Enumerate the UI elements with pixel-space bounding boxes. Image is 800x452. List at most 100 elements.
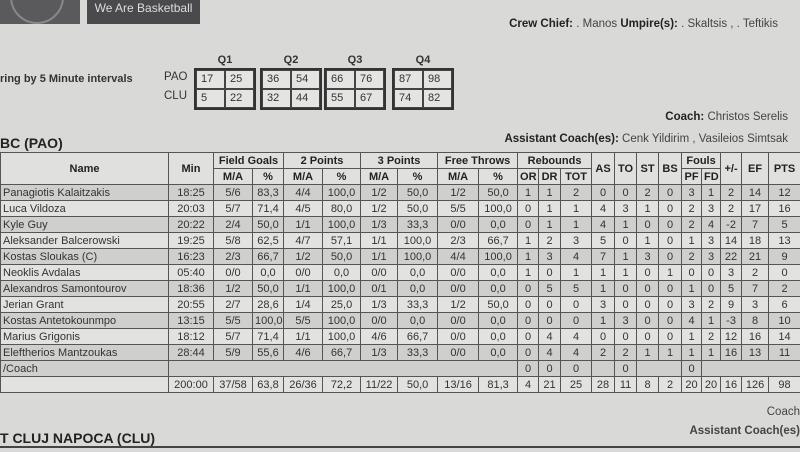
stat-cell: 20:55: [169, 297, 214, 313]
stat-cell: 50,0: [323, 249, 361, 265]
stat-cell: 0,0: [479, 265, 518, 281]
col-name: Name: [1, 153, 169, 185]
stat-cell: 1: [682, 233, 702, 249]
stat-cell: 0,0: [479, 329, 518, 345]
col-3p-pct: %: [398, 169, 438, 185]
stat-cell: 1: [561, 217, 592, 233]
player-name: Panagiotis Kalaitzakis: [1, 185, 169, 201]
stat-cell: 33,3: [398, 217, 438, 233]
stat-cell: 0/0: [438, 265, 479, 281]
stat-cell: 0: [561, 313, 592, 329]
player-name: Luca Vildoza: [1, 201, 169, 217]
stat-cell: 0: [659, 329, 682, 345]
stat-cell: 1/3: [361, 345, 398, 361]
stat-cell: 0,0: [253, 265, 284, 281]
coach-dr: 0: [539, 361, 561, 377]
stat-cell: 5/6: [214, 185, 253, 201]
team2-boxscore-table-top: [0, 446, 800, 452]
stat-cell: 3: [682, 297, 702, 313]
stat-cell: 1: [682, 329, 702, 345]
stat-cell: 5/5: [438, 201, 479, 217]
stat-cell: 12: [721, 329, 742, 345]
team1-coach: Coach: Christos Serelis: [665, 111, 788, 123]
stat-cell: 1: [518, 265, 539, 281]
score-cell: 54: [291, 70, 320, 89]
col-to: TO: [615, 153, 637, 185]
stat-cell: 2: [769, 281, 800, 297]
stat-cell: 9: [769, 249, 800, 265]
stat-cell: 1: [702, 185, 721, 201]
stat-cell: 0/0: [284, 265, 323, 281]
stat-cell: 0: [561, 297, 592, 313]
stat-cell: 4: [539, 345, 561, 361]
stat-cell: 1: [561, 265, 592, 281]
stat-cell: 1: [561, 201, 592, 217]
stat-cell: 100,0: [323, 313, 361, 329]
officials: Crew Chief: . Manos Umpire(s): . Skaltsi…: [509, 18, 778, 30]
coach-or: 0: [518, 361, 539, 377]
stat-cell: 7: [742, 217, 769, 233]
col-ft-ma: M/A: [438, 169, 479, 185]
stat-cell: 4/6: [284, 345, 323, 361]
stat-cell: 05:40: [169, 265, 214, 281]
stat-cell: 20:22: [169, 217, 214, 233]
stat-cell: 1/3: [361, 217, 398, 233]
coach-label: /Coach: [1, 361, 169, 377]
stat-cell: 25,0: [323, 297, 361, 313]
stat-cell: 0/0: [438, 329, 479, 345]
stat-cell: 4: [561, 345, 592, 361]
score-cell: 5: [196, 89, 225, 108]
stat-cell: 0: [659, 297, 682, 313]
stat-cell: 1: [615, 217, 637, 233]
stat-cell: 0: [518, 281, 539, 297]
stat-cell: 1: [592, 281, 615, 297]
umpires: . Skaltsis , . Teftikis: [681, 18, 778, 30]
stat-cell: 83,3: [253, 185, 284, 201]
total-cell: 26/36: [284, 377, 323, 393]
total-cell: 126: [742, 377, 769, 393]
stat-cell: 0/0: [361, 313, 398, 329]
stat-cell: 0/1: [361, 281, 398, 297]
col-2p-pct: %: [323, 169, 361, 185]
stat-cell: 0: [518, 345, 539, 361]
crew-chief-label: Crew Chief:: [509, 18, 573, 30]
stat-cell: 1/2: [284, 249, 323, 265]
stat-cell: 1/1: [361, 249, 398, 265]
col-tot: TOT: [561, 169, 592, 185]
stat-cell: 0: [769, 265, 800, 281]
stat-cell: 28,6: [253, 297, 284, 313]
stat-cell: 0: [637, 217, 659, 233]
quarter-4: Q4 87 98 74 82: [392, 54, 454, 110]
stat-cell: 0: [615, 281, 637, 297]
stat-cell: 66,7: [479, 233, 518, 249]
stat-cell: 66,7: [253, 249, 284, 265]
player-name: Alexandros Samontourov: [1, 281, 169, 297]
stat-cell: 100,0: [479, 201, 518, 217]
stat-cell: 1/1: [284, 329, 323, 345]
score-cell: 36: [262, 70, 291, 89]
stat-cell: 6: [769, 297, 800, 313]
stat-cell: 1/2: [361, 201, 398, 217]
coach-tot: 0: [561, 361, 592, 377]
stat-cell: 5: [769, 217, 800, 233]
total-cell: 63,8: [253, 377, 284, 393]
stat-cell: 0/0: [438, 217, 479, 233]
stat-cell: 1: [518, 249, 539, 265]
stat-cell: 9: [721, 297, 742, 313]
stat-cell: 1: [702, 313, 721, 329]
stat-cell: 1/3: [361, 297, 398, 313]
stat-cell: 18:12: [169, 329, 214, 345]
stat-cell: 0: [637, 329, 659, 345]
stat-cell: 4/5: [284, 201, 323, 217]
stat-cell: 13:15: [169, 313, 214, 329]
col-ef: EF: [742, 153, 769, 185]
stat-cell: 3: [702, 201, 721, 217]
crew-chief: . Manos: [576, 18, 617, 30]
stat-cell: 0/0: [438, 345, 479, 361]
col-3p: 3 Points: [361, 153, 438, 169]
quarter-scores: 87 98 74 82: [392, 68, 454, 110]
score-cell: 98: [423, 70, 452, 89]
stat-cell: 14: [769, 329, 800, 345]
